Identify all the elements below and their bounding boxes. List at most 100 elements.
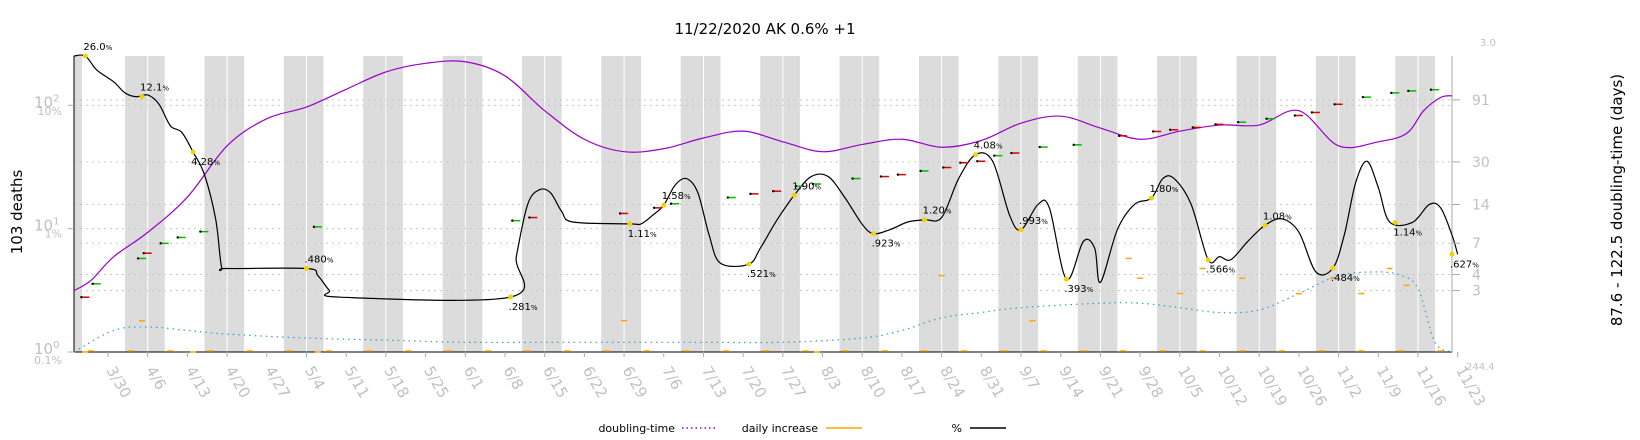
arrow-marker-dot	[618, 212, 622, 215]
x-tick-label: 4/6	[142, 363, 170, 393]
arrow-marker-dot	[794, 185, 798, 188]
x-tick-label: 4/13	[182, 363, 214, 401]
x-tick-label: 5/25	[420, 363, 452, 401]
x-tick-label: 9/28	[1135, 363, 1167, 401]
x-tick-label: 10/19	[1254, 363, 1291, 409]
weekend-band	[442, 56, 483, 352]
arrow-marker-dot	[91, 282, 94, 286]
x-tick-label: 6/22	[579, 363, 611, 401]
x-tick-label: 6/29	[619, 363, 651, 401]
point-marker	[627, 221, 633, 227]
point-label: .393%	[1064, 284, 1093, 295]
arrow-marker-dot	[1293, 114, 1297, 117]
arrow-marker-dot	[511, 219, 514, 222]
point-marker	[1063, 276, 1069, 282]
arrow-marker-dot	[749, 192, 752, 196]
right-tick-label: 30	[1472, 155, 1490, 171]
x-tick-label: 8/17	[896, 363, 928, 401]
doubling-curve	[73, 60, 1453, 292]
point-labels: 26.0% 12.1% 4.28% .480% .281% 1.11% 1.58% .521%…	[82, 42, 1479, 313]
point-marker	[508, 294, 514, 300]
point-label: 4.08%	[974, 141, 1003, 152]
arrow-marker-dot	[1333, 103, 1336, 106]
x-tick-label: 8/31	[976, 363, 1008, 401]
point-marker	[1330, 265, 1336, 271]
doubling-series	[73, 60, 1453, 353]
arrow-marker-dot	[1151, 130, 1155, 133]
x-tick-label: 5/11	[341, 363, 373, 401]
point-label: 4.28%	[191, 157, 220, 168]
point-label: 1.80%	[1149, 184, 1178, 195]
arrow-marker-dot	[80, 295, 83, 299]
x-tick-label: 10/12	[1214, 363, 1251, 409]
point-marker	[1449, 251, 1455, 257]
point-label: .281%	[509, 302, 538, 313]
left-percent-tick-label: 0.1%	[34, 354, 62, 367]
point-label: 1.11%	[628, 229, 657, 240]
arrow-marker-dot	[1429, 88, 1433, 91]
left-percent-tick-label: 1%	[45, 227, 62, 240]
arrow-marker-dot	[1038, 145, 1041, 149]
arrow-marker-dot	[726, 196, 730, 199]
x-tick-label: 7/20	[738, 363, 770, 401]
arrow-marker-dot	[159, 242, 162, 245]
point-label: .993%	[1019, 216, 1048, 227]
legend: doubling-time daily increase %	[598, 422, 1006, 435]
x-tick-label: 5/18	[380, 363, 412, 401]
arrow-marker-dot	[136, 257, 140, 260]
y-axis-label-right: 87.6 - 122.5 doubling-time (days)	[1608, 74, 1626, 326]
arrow-marker-dot	[1390, 91, 1393, 95]
doubling-time-line	[73, 271, 1453, 353]
right-tick-label: 4	[1472, 268, 1481, 284]
x-tick-label: 11/16	[1413, 363, 1450, 409]
daily-increase-series	[82, 257, 1444, 353]
point-label: .923%	[872, 239, 901, 250]
arrow-marker-dot	[1407, 89, 1410, 93]
point-marker	[661, 202, 667, 208]
x-tick-label: 9/14	[1055, 363, 1087, 401]
x-tick-label: 9/7	[1016, 363, 1044, 393]
point-marker	[746, 261, 752, 267]
point-marker	[1148, 195, 1154, 201]
arrow-marker-dot	[811, 182, 815, 186]
point-marker	[82, 53, 88, 59]
arrow-marker-dot	[976, 160, 979, 163]
weekend-band	[1077, 56, 1118, 352]
point-label: .484%	[1331, 273, 1360, 284]
x-tick-label: 8/24	[936, 363, 968, 401]
arrow-marker-dot	[879, 175, 883, 178]
arrow-marker-dot	[919, 169, 922, 173]
arrow-marker-dot	[528, 216, 531, 219]
point-label: 1.90%	[792, 181, 821, 192]
arrow-marker-dot	[1168, 128, 1172, 131]
right-tick-label: 14	[1472, 197, 1490, 213]
arrow-marker-dot	[1117, 134, 1121, 138]
arrow-marker-dot	[851, 177, 854, 180]
arrow-marker-dot	[652, 206, 656, 210]
right-tick-label: 91	[1472, 93, 1490, 109]
point-label: 1.58%	[662, 191, 691, 202]
arrow-marker-dot	[142, 251, 145, 255]
arrow-markers	[80, 88, 1439, 299]
arrow-marker-dot	[669, 202, 673, 205]
point-marker	[304, 266, 310, 272]
y-axis-label-left: 103 deaths	[8, 170, 26, 255]
arrow-marker-dot	[1310, 111, 1314, 114]
arrow-marker-dot	[993, 154, 996, 157]
point-marker	[1018, 227, 1024, 233]
left-percent-tick-label: 10%	[38, 105, 62, 118]
point-label: .480%	[305, 255, 334, 266]
point-marker	[973, 152, 979, 158]
point-marker	[1205, 257, 1211, 263]
x-tick-label: 4/20	[222, 363, 254, 401]
right-tick-label: 3	[1472, 284, 1481, 300]
x-tick-label: 8/10	[857, 363, 889, 401]
x-tick-label: 8/3	[817, 363, 845, 393]
point-marker	[922, 217, 928, 223]
point-label: .521%	[747, 269, 776, 280]
arrow-marker-dot	[1191, 126, 1195, 129]
x-tick-label: 11/2	[1333, 363, 1365, 401]
right-corner-top-label: 3.0	[1480, 38, 1496, 49]
x-tick-label: 6/15	[539, 363, 571, 401]
arrow-marker-dot	[771, 190, 775, 193]
